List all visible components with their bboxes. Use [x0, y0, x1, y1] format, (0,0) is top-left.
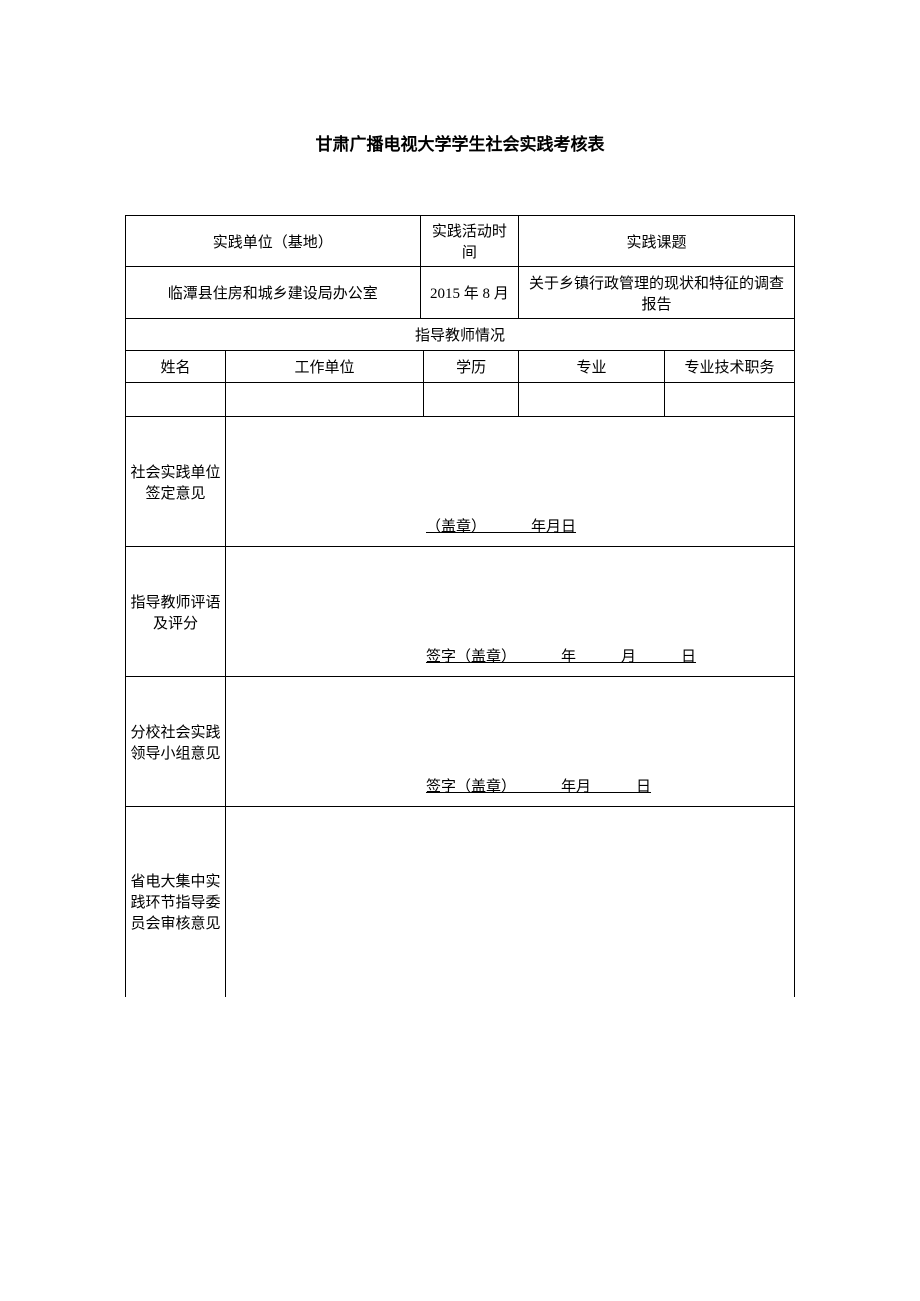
opinion-teacher-content: 签字（盖章） 年 月 日	[226, 547, 795, 677]
teacher-major-header: 专业	[519, 351, 665, 383]
opinion-provincial-content	[226, 807, 795, 997]
teacher-workunit-header: 工作单位	[226, 351, 424, 383]
document-title: 甘肃广播电视大学学生社会实践考核表	[125, 130, 795, 155]
opinion-unit-signature: （盖章） 年月日	[236, 515, 784, 536]
practice-time-value: 2015 年 8 月	[420, 267, 518, 319]
teacher-title-value	[665, 383, 795, 417]
opinion-unit-label: 社会实践单位签定意见	[126, 417, 226, 547]
teacher-workunit-value	[226, 383, 424, 417]
practice-topic-header: 实践课题	[519, 216, 795, 267]
opinion-unit-content: （盖章） 年月日	[226, 417, 795, 547]
teacher-section-header: 指导教师情况	[126, 319, 795, 351]
assessment-table: 实践单位（基地） 实践活动时间 实践课题 临潭县住房和城乡建设局办公室 2015…	[125, 215, 795, 997]
opinion-branch-signature: 签字（盖章） 年月 日	[236, 775, 784, 796]
opinion-branch-label: 分校社会实践领导小组意见	[126, 677, 226, 807]
opinion-teacher-signature: 签字（盖章） 年 月 日	[236, 645, 784, 666]
practice-header-row: 实践单位（基地） 实践活动时间 实践课题	[126, 216, 795, 267]
teacher-major-value	[519, 383, 665, 417]
teacher-education-value	[424, 383, 519, 417]
practice-data-row: 临潭县住房和城乡建设局办公室 2015 年 8 月 关于乡镇行政管理的现状和特征…	[126, 267, 795, 319]
opinion-teacher-row: 指导教师评语及评分 签字（盖章） 年 月 日	[126, 547, 795, 677]
teacher-data-row	[126, 383, 795, 417]
opinion-teacher-label: 指导教师评语及评分	[126, 547, 226, 677]
practice-topic-value: 关于乡镇行政管理的现状和特征的调查报告	[519, 267, 795, 319]
teacher-education-header: 学历	[424, 351, 519, 383]
opinion-provincial-row: 省电大集中实践环节指导委员会审核意见	[126, 807, 795, 997]
practice-time-header: 实践活动时间	[420, 216, 518, 267]
opinion-branch-content: 签字（盖章） 年月 日	[226, 677, 795, 807]
teacher-section-row: 指导教师情况	[126, 319, 795, 351]
opinion-provincial-label: 省电大集中实践环节指导委员会审核意见	[126, 807, 226, 997]
teacher-name-value	[126, 383, 226, 417]
teacher-title-header: 专业技术职务	[665, 351, 795, 383]
practice-unit-header: 实践单位（基地）	[126, 216, 421, 267]
teacher-header-row: 姓名 工作单位 学历 专业 专业技术职务	[126, 351, 795, 383]
opinion-unit-row: 社会实践单位签定意见 （盖章） 年月日	[126, 417, 795, 547]
teacher-name-header: 姓名	[126, 351, 226, 383]
opinion-branch-row: 分校社会实践领导小组意见 签字（盖章） 年月 日	[126, 677, 795, 807]
practice-unit-value: 临潭县住房和城乡建设局办公室	[126, 267, 421, 319]
